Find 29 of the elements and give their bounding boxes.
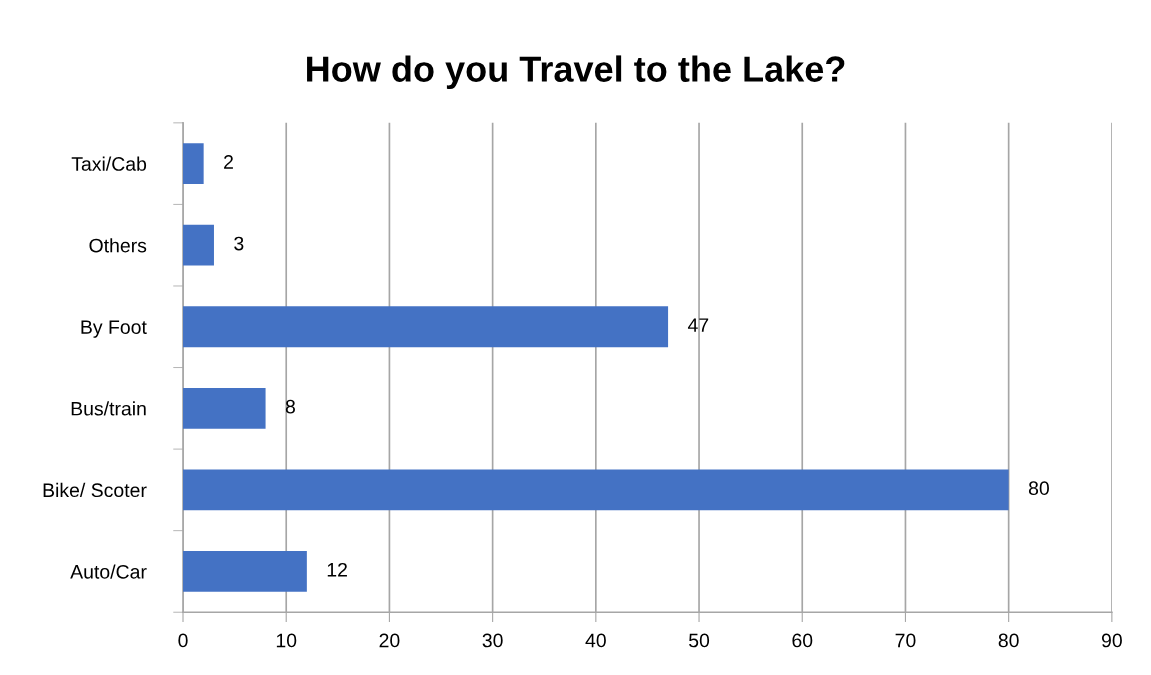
bar [183, 551, 307, 592]
data-label: 2 [224, 155, 233, 169]
data-label: 8 [285, 399, 295, 414]
x-tick-label: 50 [689, 633, 710, 648]
x-tick-label: 10 [276, 633, 297, 648]
x-tick-label: 20 [379, 633, 400, 648]
data-label: 12 [327, 562, 347, 577]
bar [183, 306, 669, 348]
x-tick-label: 90 [1101, 633, 1122, 648]
x-tick-label: 40 [585, 633, 606, 648]
y-tick-label: Taxi/Cab [71, 156, 147, 171]
data-label: 47 [687, 318, 709, 332]
y-tick-label: By Foot [81, 320, 147, 338]
bar [183, 469, 1009, 511]
x-tick-label: 60 [792, 633, 813, 648]
x-tick-label: 80 [998, 633, 1019, 648]
chart-title: How do you Travel to the Lake? [307, 55, 845, 90]
x-tick-label: 70 [895, 633, 916, 648]
y-tick-label: Others [89, 238, 147, 253]
bar [183, 143, 204, 185]
y-tick-label: Bus/train [71, 401, 146, 416]
y-tick-label: Bike/ Scoter [43, 482, 147, 498]
bar [183, 387, 266, 429]
x-tick-label: 30 [482, 633, 503, 648]
x-tick-label: 0 [178, 633, 188, 648]
data-label: 80 [1028, 481, 1049, 496]
data-label: 3 [234, 236, 244, 251]
bar [183, 224, 214, 266]
y-tick-label: Auto/Car [70, 564, 147, 579]
